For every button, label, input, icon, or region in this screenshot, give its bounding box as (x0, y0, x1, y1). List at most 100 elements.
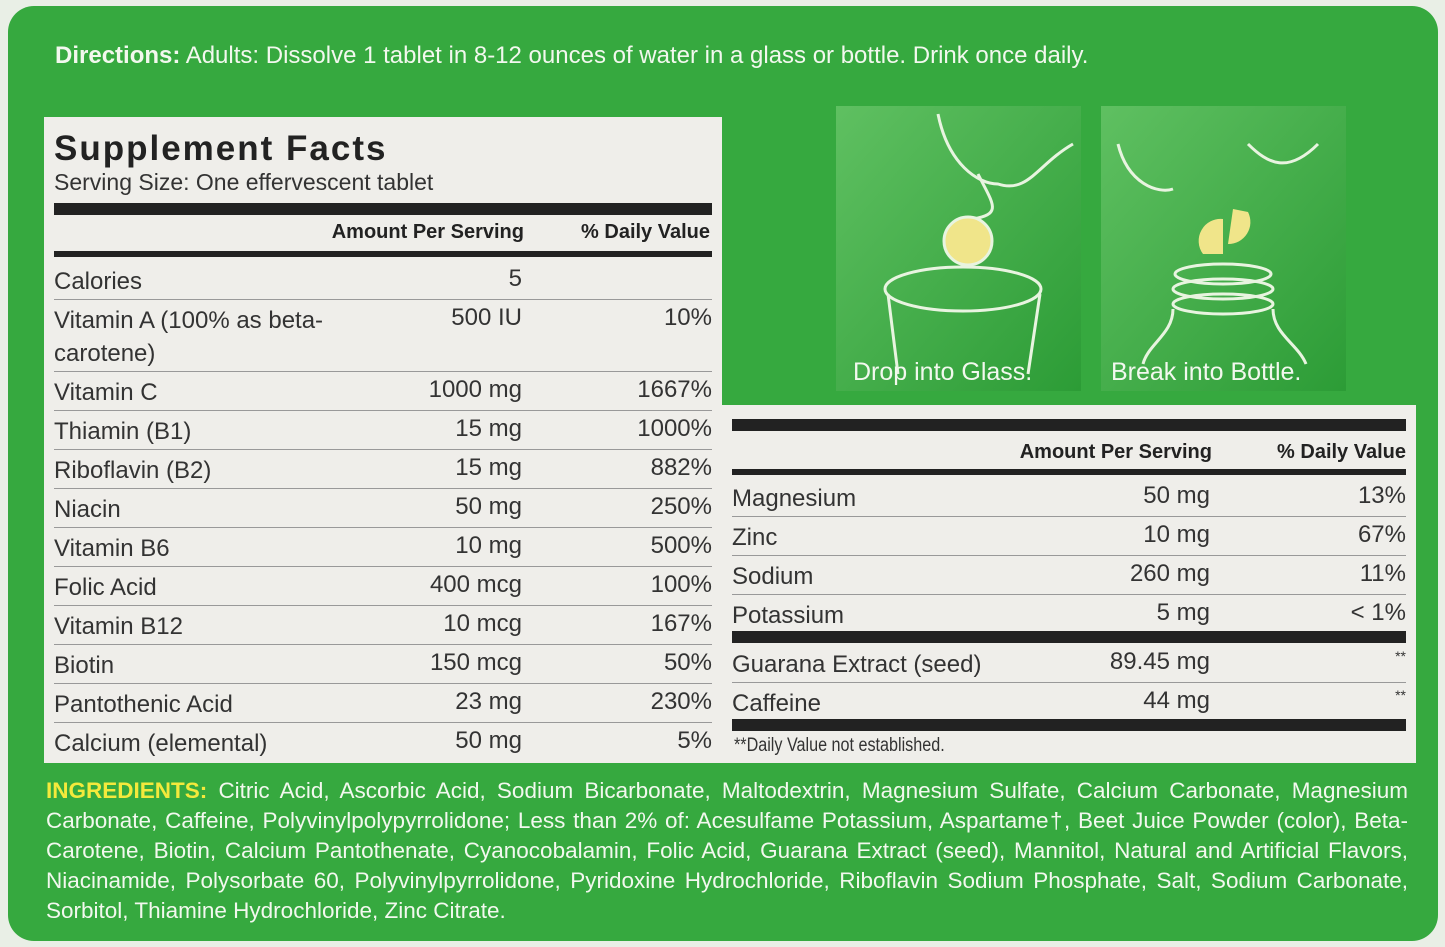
column-header: Amount Per Serving (1019, 441, 1212, 463)
nutrient-name: Riboflavin (B2) (54, 457, 212, 484)
nutrient-name: Zinc (732, 524, 778, 551)
daily-value: 100% (650, 571, 712, 598)
facts-row: Guarana Extract (seed) 89.45 mg ** (732, 643, 1406, 683)
nutrient-name: Vitamin B12 (54, 613, 183, 640)
rule (732, 469, 1406, 475)
directions-label: Directions: (55, 42, 181, 69)
rule (54, 203, 712, 215)
illustration-caption: Drop into Glass. (853, 358, 1033, 386)
amount: 15 mg (455, 415, 522, 442)
package-panel: Directions: Adults: Dissolve 1 tablet in… (8, 6, 1438, 941)
column-header: % Daily Value (1277, 441, 1406, 463)
amount: 150 mcg (429, 649, 522, 676)
facts-row: Biotin 150 mcg 50% (54, 644, 712, 684)
ingredients: INGREDIENTS: Citric Acid, Ascorbic Acid,… (46, 776, 1408, 926)
daily-value: 13% (1357, 482, 1406, 509)
rule (54, 251, 712, 257)
footnote: **Daily Value not established. (734, 735, 945, 756)
supplement-facts-continued: Amount Per Serving % Daily Value **Daily… (722, 405, 1416, 763)
nutrient-name: Caffeine (732, 690, 821, 717)
rule (732, 631, 1406, 643)
nutrient-name: Calcium (elemental) (54, 730, 268, 757)
amount: 89.45 mg (1109, 648, 1210, 675)
amount: 500 IU (451, 304, 522, 331)
facts-row: Sodium 260 mg 11% (732, 555, 1406, 595)
illustrations (836, 106, 1346, 391)
facts-row: Calories 5 (54, 260, 712, 300)
daily-value: 1667% (637, 376, 712, 403)
amount: 400 mcg (429, 571, 522, 598)
nutrient-name: Calories (54, 268, 143, 295)
amount: 50 mg (1143, 482, 1210, 509)
serving-size: Serving Size: One effervescent tablet (54, 169, 434, 195)
daily-value: 67% (1357, 521, 1406, 548)
column-header: % Daily Value (581, 221, 710, 243)
amount: 10 mcg (443, 610, 522, 637)
tablet-icon (942, 215, 994, 267)
facts-row: Pantothenic Acid 23 mg 230% (54, 683, 712, 723)
amount: 44 mg (1143, 687, 1210, 714)
amount: 260 mg (1129, 560, 1210, 587)
amount: 15 mg (455, 454, 522, 481)
facts-row: Vitamin B12 10 mcg 167% (54, 605, 712, 645)
tablet-half (1228, 209, 1251, 245)
nutrient-name: Vitamin A (100% as beta-carotene) (54, 307, 324, 367)
amount: 50 mg (455, 727, 522, 754)
bottle-icon (1116, 142, 1320, 365)
facts-row: Vitamin B6 10 mg 500% (54, 527, 712, 567)
ingredients-text: Citric Acid, Ascorbic Acid, Sodium Bicar… (46, 778, 1408, 923)
daily-value: 1000% (637, 415, 712, 442)
daily-value: 11% (1359, 560, 1406, 587)
daily-value: 50% (663, 649, 712, 676)
amount: 10 mg (1143, 521, 1210, 548)
facts-row: Thiamin (B1) 15 mg 1000% (54, 410, 712, 450)
daily-value: 882% (650, 454, 712, 481)
nutrient-name: Sodium (732, 563, 814, 590)
facts-row: Vitamin A (100% as beta-carotene) 500 IU 1… (54, 299, 712, 372)
facts-title: Supplement Facts (54, 129, 388, 168)
daily-value: 250% (650, 493, 712, 520)
facts-row: Vitamin C 1000 mg 1667% (54, 371, 712, 411)
amount: 1000 mg (428, 376, 522, 403)
supplement-facts: Supplement Facts Serving Size: One effer… (44, 117, 722, 763)
nutrient-name: Folic Acid (54, 574, 157, 601)
facts-row: Niacin 50 mg 250% (54, 488, 712, 528)
facts-row: Folic Acid 400 mcg 100% (54, 566, 712, 606)
daily-value: ** (1395, 648, 1406, 664)
facts-row: Potassium 5 mg < 1% (732, 594, 1406, 633)
nutrient-name: Vitamin C (54, 379, 158, 406)
panel (1101, 106, 1346, 391)
facts-row: Caffeine 44 mg ** (732, 682, 1406, 721)
facts-row: Magnesium 50 mg 13% (732, 477, 1406, 517)
column-header: Amount Per Serving (331, 221, 524, 243)
nutrient-name: Thiamin (B1) (54, 418, 192, 445)
nutrient-name: Potassium (732, 602, 845, 629)
daily-value: 10% (663, 304, 712, 331)
daily-value: < 1% (1350, 599, 1406, 626)
directions: Directions: Adults: Dissolve 1 tablet in… (55, 42, 1088, 70)
daily-value: 167% (650, 610, 712, 637)
directions-text: Adults: Dissolve 1 tablet in 8-12 ounces… (185, 42, 1089, 69)
amount: 5 (508, 265, 522, 292)
daily-value: 5% (677, 727, 712, 754)
glass-icon (883, 113, 1074, 375)
amount: 5 mg (1156, 599, 1210, 626)
amount: 23 mg (455, 688, 522, 715)
rule (732, 719, 1406, 731)
nutrient-name: Guarana Extract (seed) (732, 651, 982, 678)
nutrient-name: Niacin (54, 496, 121, 523)
tablet-half (1198, 218, 1223, 254)
rule (732, 419, 1406, 431)
daily-value: 230% (650, 688, 712, 715)
nutrient-name: Vitamin B6 (54, 535, 170, 562)
amount: 10 mg (455, 532, 522, 559)
amount: 50 mg (455, 493, 522, 520)
nutrient-name: Pantothenic Acid (54, 691, 233, 718)
facts-row: Calcium (elemental) 50 mg 5% (54, 722, 712, 761)
nutrient-name: Biotin (54, 652, 115, 679)
daily-value: 500% (650, 532, 712, 559)
nutrient-name: Magnesium (732, 485, 857, 512)
illustration-caption: Break into Bottle. (1111, 358, 1302, 386)
daily-value: ** (1395, 687, 1406, 703)
